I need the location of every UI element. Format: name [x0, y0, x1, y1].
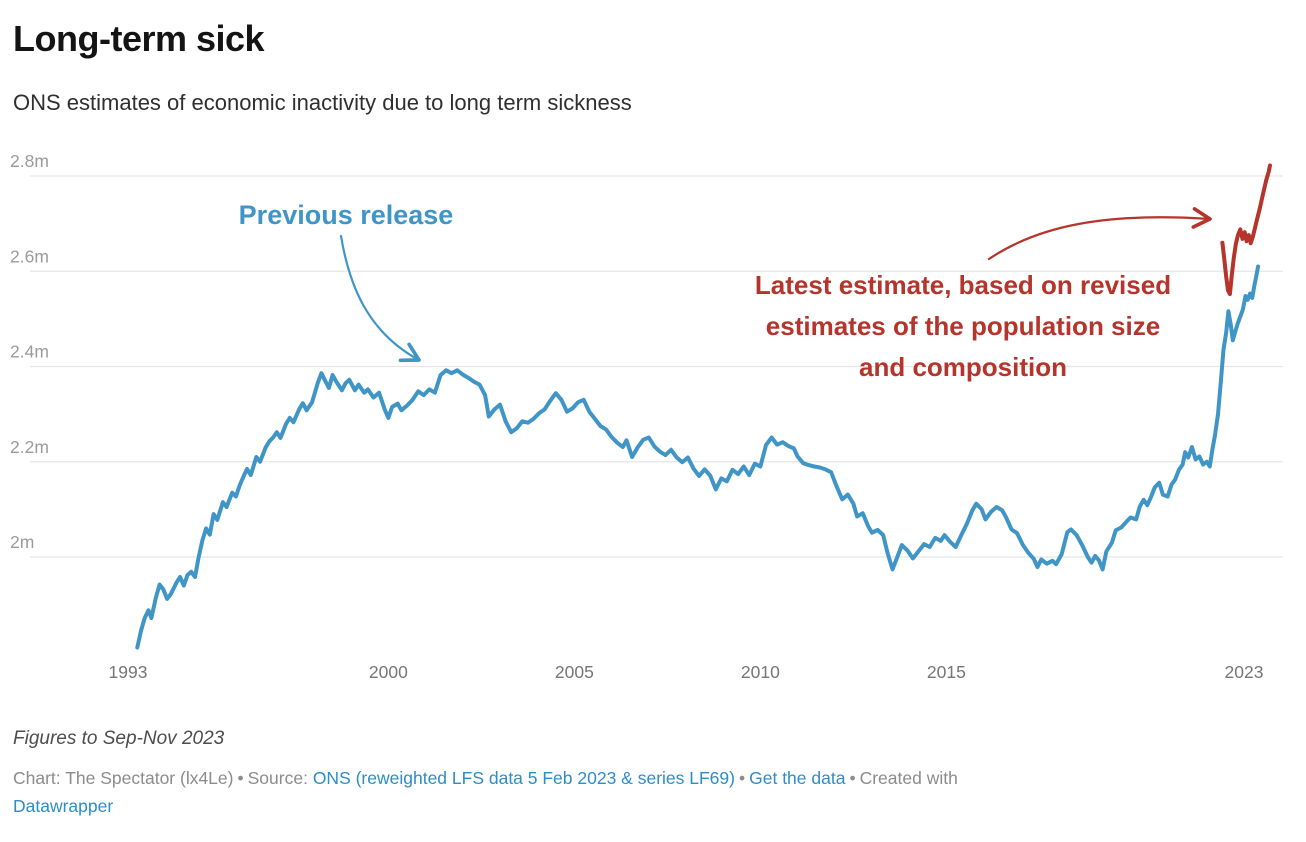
x-axis-tick-label: 2015 [927, 662, 966, 682]
y-axis-tick-label: 2.4m [10, 342, 49, 362]
y-axis-tick-label: 2.2m [10, 437, 49, 457]
y-axis-tick-label: 2m [10, 532, 34, 552]
latest-estimate-label-line2: estimates of the population size [766, 311, 1160, 341]
separator-dot: • [237, 768, 244, 788]
x-axis-tick-label: 1993 [109, 662, 148, 682]
y-axis-tick-label: 2.8m [10, 151, 49, 171]
previous-release-arrow [339, 234, 421, 363]
separator-dot: • [849, 768, 856, 788]
latest-estimate-line[interactable] [1220, 163, 1272, 297]
attribution: Chart: The Spectator (lx4Le) • Source: ONS… [13, 764, 958, 820]
datawrapper-link[interactable]: Datawrapper [13, 796, 114, 816]
x-axis-tick-labels: 1993 2000 2005 2010 2015 2023 [109, 662, 1264, 682]
get-the-data-link[interactable]: Get the data [749, 768, 846, 788]
separator-dot: • [738, 768, 746, 788]
y-gridlines [30, 175, 1283, 558]
x-axis-tick-label: 2023 [1225, 662, 1264, 682]
x-axis-tick-label: 2010 [741, 662, 780, 682]
previous-release-line[interactable] [135, 264, 1261, 650]
page-title: Long-term sick [13, 18, 265, 59]
figures-note: Figures to Sep-Nov 2023 [13, 728, 225, 749]
latest-estimate-arrow [987, 207, 1212, 261]
chart-credit: Chart: The Spectator (lx4Le) [13, 768, 234, 788]
y-axis-tick-label: 2.6m [10, 246, 49, 266]
y-axis-tick-labels: 2.8m 2.6m 2.4m 2.2m 2m [10, 151, 49, 552]
created-with-label: Created with [859, 768, 958, 788]
latest-estimate-label-line1: Latest estimate, based on revised [755, 270, 1171, 300]
chart-subtitle: ONS estimates of economic inactivity due… [13, 90, 632, 115]
x-axis-tick-label: 2000 [369, 662, 408, 682]
x-axis-tick-label: 2005 [555, 662, 594, 682]
latest-estimate-label-line3: and composition [859, 352, 1067, 382]
previous-release-label: Previous release [239, 200, 454, 230]
source-label: Source: [247, 768, 308, 788]
source-link[interactable]: ONS (reweighted LFS data 5 Feb 2023 & se… [312, 768, 735, 788]
